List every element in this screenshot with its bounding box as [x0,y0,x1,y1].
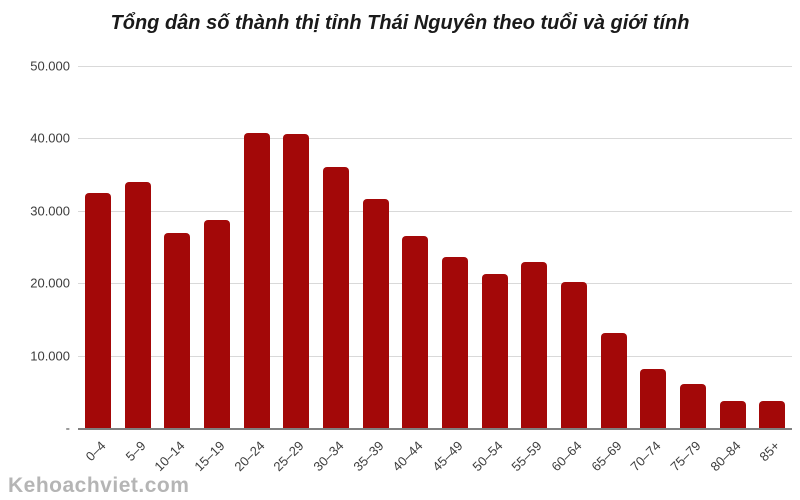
bar-85+ [759,401,786,428]
chart-title: Tổng dân số thành thị tỉnh Thái Nguyên t… [110,12,690,34]
gridline-10000 [78,355,792,357]
bar-60–64 [560,282,587,428]
bar-50–54 [481,273,508,428]
gridline-40000 [78,138,792,140]
x-axis-label: 20–24 [230,438,268,475]
gridline-20000 [78,283,792,285]
x-axis-label: 70–74 [627,438,664,475]
x-axis-label: 85+ [756,438,783,465]
bar-slot [78,66,118,428]
x-axis-label: 40–44 [389,438,426,475]
bar-15–19 [203,219,230,428]
x-axis-label: 55–59 [508,438,545,475]
bar-slot [752,66,792,428]
x-axis-label: 75–79 [667,438,704,475]
bar-slot [435,66,475,428]
bar-slot [356,66,396,428]
bar-slot [475,66,515,428]
bar-70–74 [640,368,667,428]
x-axis-label: 65–69 [587,438,625,475]
gridline-50000 [78,66,792,67]
y-axis-label: 40.000 [30,130,70,146]
x-axis-label: 45–49 [429,438,466,475]
bar-slot [316,66,356,428]
x-axis-label: 35–39 [349,438,387,475]
bar-slot [157,66,197,428]
x-axis-label: 80–84 [706,438,744,475]
x-axis-label: 30–34 [310,438,347,475]
y-axis-label: 10.000 [30,348,70,364]
bar-slot [633,66,673,428]
bar-slot [514,66,554,428]
bar-35–39 [362,199,389,428]
x-axis-label: 25–29 [270,438,307,475]
y-axis-label: 50.000 [30,58,70,74]
x-axis-label: 50–54 [468,438,506,475]
bar-slot [118,66,158,428]
bar-slot [197,66,237,428]
bars-layer [78,66,792,428]
bar-slot [276,66,316,428]
bar-slot [395,66,435,428]
y-axis-label: - [65,420,70,436]
x-axis-label: 5–9 [122,438,149,464]
bar-25–29 [283,134,310,428]
bar-30–34 [322,167,349,428]
y-axis-label: 20.000 [30,275,70,291]
bar-20–24 [243,132,270,428]
bar-55–59 [521,262,548,428]
watermark: Kehoachviet.com [8,474,190,497]
x-axis-label: 15–19 [191,438,228,475]
y-axis-label: 30.000 [30,203,70,219]
x-axis-label: 60–64 [548,438,585,475]
x-axis-label: 10–14 [151,438,188,475]
bar-slot [594,66,634,428]
bar-65–69 [600,333,627,428]
bar-75–79 [679,383,706,428]
bar-slot [673,66,713,428]
y-axis: - 10.000 20.000 30.000 40.000 50.000 [0,59,70,436]
bar-0–4 [84,193,111,428]
x-axis-label: 0–4 [82,438,109,464]
bar-45–49 [441,257,468,428]
bar-80–84 [719,400,746,428]
plot-area [78,66,792,430]
bar-slot [237,66,277,428]
bar-slot [713,66,753,428]
gridline-30000 [78,210,792,212]
bar-5–9 [124,181,151,428]
bar-slot [554,66,594,428]
bar-40–44 [402,236,429,428]
bar-10–14 [164,233,191,428]
